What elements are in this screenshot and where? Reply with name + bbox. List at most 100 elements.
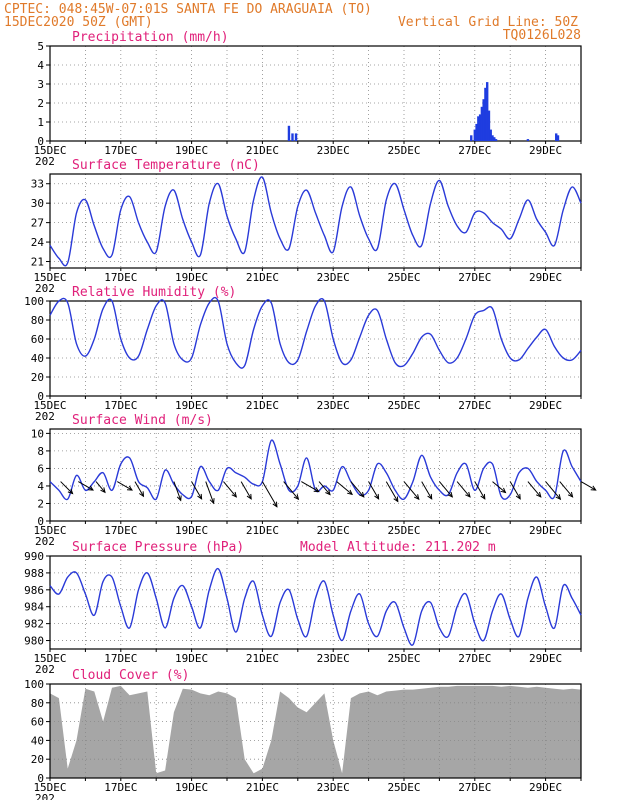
wind-arrow-head	[67, 488, 74, 495]
y-tick-label: 8	[37, 445, 44, 458]
y-tick-label: 60	[31, 716, 44, 729]
x-year-fragment: 202	[35, 663, 55, 676]
wind-arrow-head	[427, 493, 433, 500]
x-tick-label: 23DEC	[317, 399, 350, 412]
precip-bar	[494, 139, 498, 141]
x-tick-label: 27DEC	[458, 524, 491, 537]
wind-arrow	[173, 481, 182, 501]
humidity-panel: 0 20 40 60 80 100 15DEC 17DEC 19DEC 21DEC 23DEC 25D…	[24, 285, 582, 423]
pressure-title: Surface Pressure (hPa)	[72, 540, 244, 555]
wind-title: Surface Wind (m/s)	[72, 413, 213, 428]
panel-frame	[49, 555, 582, 650]
header-grid-note: Vertical Grid Line: 50Z	[398, 15, 578, 30]
y-tick-label: 40	[31, 734, 44, 747]
x-tick-label: 15DEC	[33, 399, 66, 412]
y-tick-label: 30	[31, 197, 44, 210]
precip-bar	[555, 133, 558, 141]
y-tick-label: 984	[24, 601, 44, 614]
x-tick-label: 19DEC	[175, 399, 208, 412]
x-tick-label: 17DEC	[104, 524, 137, 537]
precip-bar	[482, 99, 485, 141]
y-tick-label: 21	[31, 256, 44, 269]
x-tick-label: 25DEC	[387, 781, 420, 794]
y-tick-label: 80	[31, 314, 44, 327]
pressure-line	[49, 567, 582, 646]
x-tick-label: 29DEC	[529, 399, 562, 412]
x-year-fragment: 202	[35, 410, 55, 423]
y-tick-label: 24	[31, 236, 45, 249]
x-tick-label: 25DEC	[387, 144, 420, 157]
wind-arrow	[509, 481, 521, 500]
wind-arrow-head	[272, 501, 278, 508]
temperature-panel: 21 24 27 30 33 15DEC 17DEC 19DEC 21DEC 23DEC 25DEC…	[31, 158, 582, 295]
wind-arrow	[205, 481, 215, 504]
wind-arrow-head	[480, 493, 486, 500]
y-tick-label: 988	[24, 567, 44, 580]
x-tick-label: 29DEC	[529, 524, 562, 537]
wind-arrow-head	[465, 491, 471, 498]
panel-frame	[49, 300, 582, 397]
y-tick-label: 0	[37, 135, 44, 148]
panel-frame	[49, 45, 582, 142]
wind-arrow	[474, 481, 486, 500]
wind-arrow	[301, 481, 319, 493]
cloud-cover-area	[50, 685, 581, 778]
x-tick-label: 19DEC	[175, 524, 208, 537]
x-tick-label: 17DEC	[104, 271, 137, 284]
y-tick-label: 6	[37, 462, 44, 475]
x-tick-label: 27DEC	[458, 144, 491, 157]
x-tick-label: 23DEC	[317, 271, 350, 284]
panel-frame	[49, 173, 582, 269]
x-tick-label: 19DEC	[175, 271, 208, 284]
wind-arrow-head	[500, 487, 507, 494]
y-tick-label: 1	[37, 116, 44, 129]
x-tick-label: 15DEC	[33, 271, 66, 284]
temperature-title: Surface Temperature (nC)	[72, 158, 260, 173]
y-tick-label: 60	[31, 333, 44, 346]
wind-arrow-head	[447, 491, 454, 498]
y-tick-label: 100	[24, 678, 44, 691]
precip-bar	[475, 123, 478, 141]
y-tick-label: 2	[37, 97, 44, 110]
wind-arrow	[559, 481, 573, 498]
x-tick-label: 21DEC	[246, 652, 279, 665]
wind-arrow	[117, 481, 133, 491]
wind-arrow	[403, 481, 420, 500]
wind-arrow	[385, 481, 399, 502]
precip-bar	[473, 129, 476, 141]
wind-arrow-head	[347, 489, 353, 496]
y-tick-label: 100	[24, 295, 44, 308]
wind-arrow-head	[100, 487, 106, 494]
pressure-panel: 980 982 984 986 988 990 15DEC 17DEC 19DEC 21DEC 23…	[24, 540, 582, 676]
x-tick-label: 23DEC	[317, 524, 350, 537]
y-tick-label: 0	[37, 390, 44, 403]
temperature-line	[49, 176, 582, 267]
wind-arrow	[60, 481, 73, 494]
wind-arrow-head	[126, 485, 133, 491]
wind-arrow	[318, 481, 331, 495]
precip-bar	[487, 110, 491, 141]
x-tick-label: 21DEC	[246, 781, 279, 794]
wind-arrow	[191, 481, 203, 500]
y-tick-label: 4	[37, 59, 44, 72]
precip-bar	[485, 82, 489, 141]
precip-bar	[489, 129, 492, 141]
wind-arrow-head	[567, 491, 574, 498]
y-tick-label: 20	[31, 753, 44, 766]
wind-arrow-head	[88, 485, 94, 491]
precip-bar	[484, 87, 487, 141]
x-tick-label: 25DEC	[387, 399, 420, 412]
x-tick-label: 23DEC	[317, 652, 350, 665]
header-run-time: 15DEC2020 50Z (GMT)	[4, 15, 153, 30]
cloud_cover-panel: 0 20 40 60 80 100 15DEC 17DEC 19DEC 21DEC 23DEC 25D…	[24, 668, 582, 800]
y-tick-label: 2	[37, 497, 44, 510]
wind-arrow-head	[413, 494, 420, 501]
precip-bar	[480, 106, 484, 141]
wind-arrow-head	[176, 495, 182, 502]
precip-bar	[493, 137, 496, 141]
x-tick-label: 29DEC	[529, 781, 562, 794]
y-tick-label: 982	[24, 618, 44, 631]
wind-arrow-head	[535, 491, 542, 498]
y-tick-label: 980	[24, 635, 44, 648]
